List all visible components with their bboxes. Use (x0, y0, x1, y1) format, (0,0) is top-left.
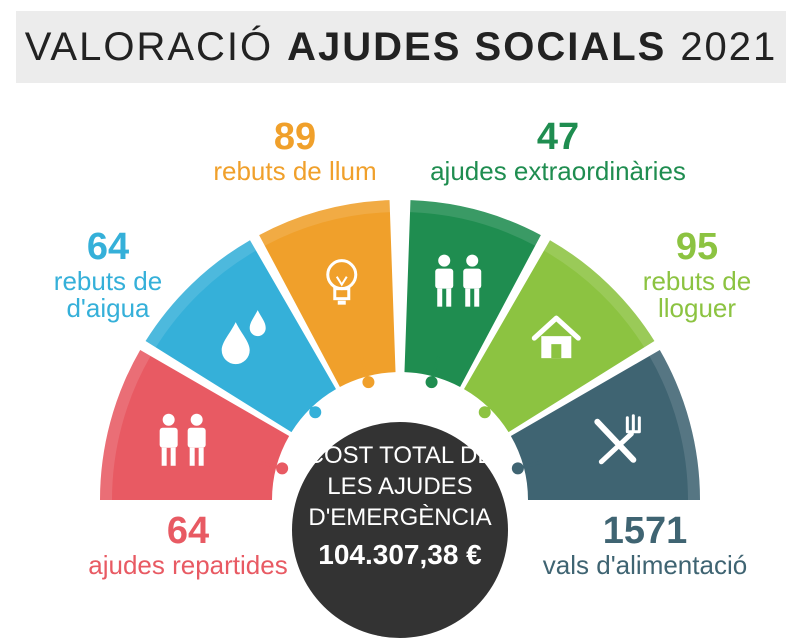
title-part1: VALORACIÓ (24, 24, 274, 69)
label-ajudes-repartides: 64 ajudes repartides (88, 510, 288, 580)
connector-dot (425, 376, 438, 389)
segment-highlight (100, 350, 151, 500)
value-vals-alimentacio: 1571 (602, 510, 688, 552)
value-ajudes-extraordinaries: 47 (536, 116, 580, 158)
value-rebuts-llum: 89 (273, 116, 317, 158)
text-rebuts-llum: rebuts de llum (213, 155, 377, 186)
center-line2: LES AJUDES (327, 473, 473, 500)
text-rebuts-lloguer-1: rebuts de (642, 265, 752, 296)
center-circle (292, 422, 508, 638)
segment-highlight (410, 200, 541, 246)
value-rebuts-lloguer: 95 (675, 226, 719, 268)
lightbulb-icon (326, 259, 358, 305)
knife-fork-icon (594, 414, 641, 465)
segment-highlight (145, 240, 256, 348)
center-text: COST TOTAL DE LES AJUDES D'EMERGÈNCIA 10… (296, 440, 504, 571)
connector-dot (362, 376, 375, 389)
text-ajudes-extraordinaries: ajudes extraordinàries (430, 155, 686, 186)
value-ajudes-repartides: 64 (166, 510, 210, 552)
label-vals-alimentacio: 1571 vals d'alimentació (540, 510, 750, 580)
people-icon (435, 254, 482, 307)
label-ajudes-extraordinaries: 47 ajudes extraordinàries (428, 116, 688, 186)
value-rebuts-aigua: 64 (86, 226, 130, 268)
label-rebuts-lloguer: 95 rebuts de lloguer (632, 226, 762, 324)
title-part3: 2021 (680, 24, 778, 69)
center-line3: D'EMERGÈNCIA (308, 504, 492, 531)
text-rebuts-aigua-2: d'aigua (66, 293, 150, 324)
segment-ajudes-extraordinaries (404, 200, 541, 387)
title-bar: VALORACIÓ AJUDES SOCIALS 2021 (16, 11, 786, 83)
segment-rebuts-llum (259, 200, 396, 387)
text-rebuts-aigua-1: rebuts de (53, 265, 163, 296)
house-icon (531, 315, 581, 359)
segment-highlight (649, 350, 700, 500)
text-vals-alimentacio: vals d'alimentació (542, 549, 748, 580)
connector-dot (478, 406, 491, 419)
text-rebuts-lloguer-2: lloguer (657, 293, 737, 324)
people-icon (159, 413, 206, 466)
water-drops-icon (221, 310, 266, 365)
text-ajudes-repartides: ajudes repartides (88, 549, 288, 580)
segment-highlight (259, 200, 390, 246)
connector-dot (276, 462, 289, 475)
title-part2: AJUDES SOCIALS (287, 24, 667, 69)
connector-dot (309, 406, 322, 419)
label-rebuts-llum: 89 rebuts de llum (205, 116, 385, 186)
center-total: 104.307,38 € (318, 539, 482, 570)
center-line1: COST TOTAL DE (306, 442, 494, 469)
connector-dot (511, 462, 524, 475)
segment-vals-alimentacio (510, 350, 700, 500)
segment-highlight (544, 240, 655, 348)
label-rebuts-aigua: 64 rebuts de d'aigua (48, 226, 168, 324)
